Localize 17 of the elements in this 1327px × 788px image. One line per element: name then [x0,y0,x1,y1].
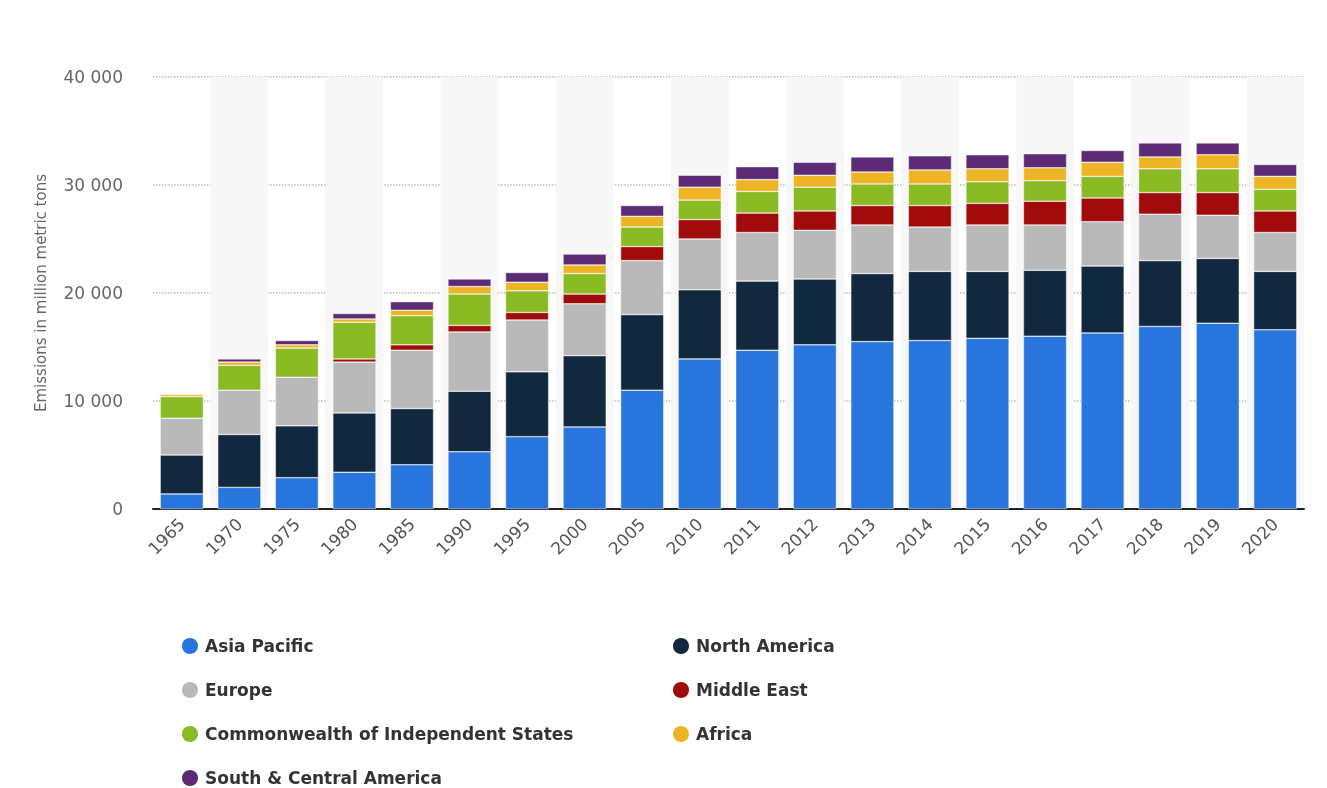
legend-label: Africa [696,724,753,744]
legend-label: Europe [205,680,273,700]
bar [332,322,377,359]
y-tick-label: 0 [112,499,123,519]
y-tick-label: 30 000 [63,175,123,195]
bar [217,358,261,363]
legend-label: Commonwealth of Independent States [205,724,574,744]
y-tick-label: 20 000 [63,283,123,303]
y-tick-label: 10 000 [63,391,123,411]
legend-label: South & Central America [205,768,442,788]
legend-label: Asia Pacific [205,636,314,656]
y-axis-title: Emissions in million metric tons [31,173,50,412]
bar [275,340,319,345]
y-tick-label: 40 000 [63,67,123,87]
bar [332,313,377,319]
legend-label: Middle East [696,680,808,700]
legend-label: North America [696,636,835,656]
